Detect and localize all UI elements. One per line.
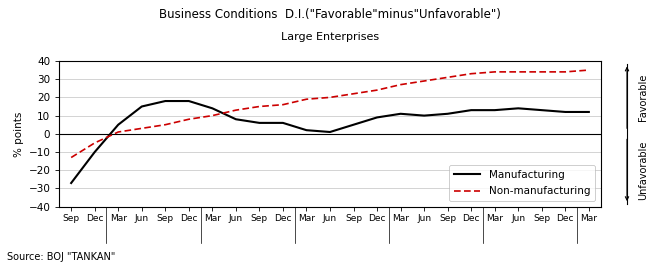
Manufacturing — [444, 112, 451, 115]
Non-manufacturing — [467, 72, 475, 75]
Manufacturing — [491, 109, 499, 112]
Manufacturing — [255, 121, 263, 125]
Non-manufacturing — [538, 70, 546, 73]
Non-manufacturing — [185, 118, 193, 121]
Manufacturing — [161, 99, 169, 103]
Manufacturing — [138, 105, 146, 108]
Manufacturing — [67, 182, 75, 185]
Non-manufacturing — [514, 70, 522, 73]
Non-manufacturing — [114, 130, 122, 134]
Manufacturing — [514, 107, 522, 110]
Non-manufacturing — [491, 70, 499, 73]
Non-manufacturing — [562, 70, 570, 73]
Manufacturing — [232, 118, 240, 121]
Manufacturing — [373, 116, 381, 119]
Non-manufacturing — [585, 68, 593, 72]
Text: Large Enterprises: Large Enterprises — [281, 32, 379, 42]
Line: Manufacturing: Manufacturing — [71, 101, 589, 183]
Manufacturing — [420, 114, 428, 117]
Non-manufacturing — [138, 127, 146, 130]
Manufacturing — [585, 110, 593, 113]
Text: Favorable: Favorable — [638, 74, 649, 121]
Manufacturing — [397, 112, 405, 115]
Non-manufacturing — [373, 89, 381, 92]
Manufacturing — [279, 121, 287, 125]
Non-manufacturing — [350, 92, 358, 95]
Text: Unfavorable: Unfavorable — [638, 140, 649, 200]
Non-manufacturing — [302, 98, 310, 101]
Non-manufacturing — [209, 114, 216, 117]
Text: Source: BOJ "TANKAN": Source: BOJ "TANKAN" — [7, 252, 115, 262]
Text: Business Conditions  D.I.("Favorable"minus"Unfavorable"): Business Conditions D.I.("Favorable"minu… — [159, 8, 501, 21]
Manufacturing — [538, 109, 546, 112]
Y-axis label: % points: % points — [15, 111, 24, 157]
Manufacturing — [209, 107, 216, 110]
Non-manufacturing — [90, 141, 98, 144]
Manufacturing — [562, 110, 570, 113]
Non-manufacturing — [161, 123, 169, 126]
Non-manufacturing — [420, 80, 428, 83]
Non-manufacturing — [326, 96, 334, 99]
Non-manufacturing — [255, 105, 263, 108]
Line: Non-manufacturing: Non-manufacturing — [71, 70, 589, 157]
Legend: Manufacturing, Non-manufacturing: Manufacturing, Non-manufacturing — [449, 165, 595, 201]
Manufacturing — [467, 109, 475, 112]
Non-manufacturing — [67, 156, 75, 159]
Non-manufacturing — [397, 83, 405, 86]
Non-manufacturing — [444, 76, 451, 79]
Non-manufacturing — [279, 103, 287, 106]
Non-manufacturing — [232, 109, 240, 112]
Manufacturing — [114, 123, 122, 126]
Manufacturing — [302, 129, 310, 132]
Manufacturing — [326, 130, 334, 134]
Manufacturing — [350, 123, 358, 126]
Manufacturing — [185, 99, 193, 103]
Manufacturing — [90, 151, 98, 154]
